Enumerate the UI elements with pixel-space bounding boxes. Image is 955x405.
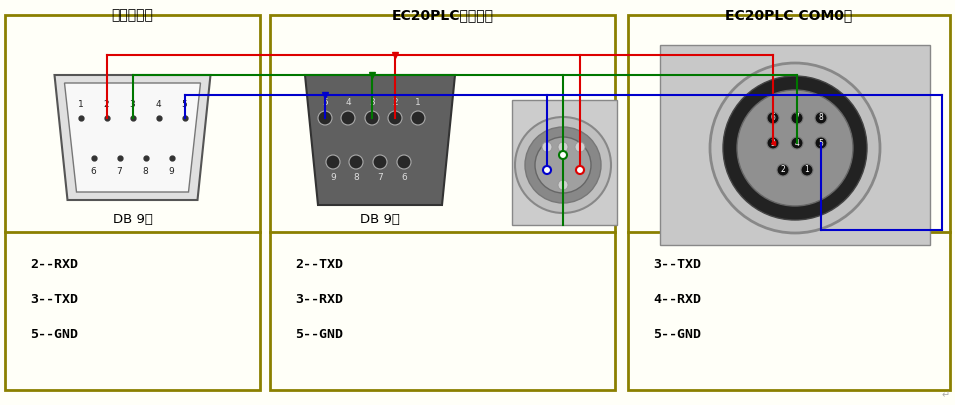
Text: 5--GND: 5--GND [653, 328, 701, 341]
Text: 计算机串口: 计算机串口 [112, 8, 154, 22]
Text: EC20PLC COM0口: EC20PLC COM0口 [726, 8, 853, 22]
Circle shape [397, 155, 411, 169]
Text: 4: 4 [345, 98, 350, 107]
Circle shape [815, 137, 827, 149]
Text: 5: 5 [322, 98, 328, 107]
Text: 7: 7 [795, 113, 799, 122]
Text: 8: 8 [353, 173, 359, 182]
Circle shape [318, 111, 332, 125]
Text: 3--TXD: 3--TXD [30, 293, 78, 306]
Text: 3: 3 [771, 139, 775, 147]
Text: 6: 6 [771, 113, 775, 122]
Text: 4: 4 [795, 139, 799, 147]
Text: EC20PLC编程线缆: EC20PLC编程线缆 [392, 8, 494, 22]
Polygon shape [54, 75, 210, 200]
Circle shape [542, 142, 552, 152]
Text: 3--TXD: 3--TXD [653, 258, 701, 271]
Text: 5--GND: 5--GND [295, 328, 343, 341]
Text: 4--RXD: 4--RXD [653, 293, 701, 306]
Circle shape [341, 111, 355, 125]
Bar [660, 45, 930, 245]
Text: DB 9针: DB 9针 [113, 213, 153, 226]
Text: 6: 6 [401, 173, 407, 182]
Bar [270, 15, 615, 390]
Text: 3: 3 [370, 98, 375, 107]
Bar [628, 15, 950, 390]
Circle shape [575, 165, 585, 175]
Circle shape [710, 63, 880, 233]
Text: 4: 4 [156, 100, 161, 109]
Text: 7: 7 [377, 173, 383, 182]
Text: 2: 2 [104, 100, 109, 109]
Circle shape [791, 137, 803, 149]
Text: 5: 5 [818, 139, 823, 147]
Text: DB 9孔: DB 9孔 [360, 213, 400, 226]
Text: 2: 2 [393, 98, 398, 107]
Circle shape [388, 111, 402, 125]
Circle shape [542, 165, 552, 175]
Circle shape [411, 111, 425, 125]
Circle shape [365, 111, 379, 125]
Circle shape [559, 151, 567, 159]
Circle shape [349, 155, 363, 169]
Text: 9: 9 [330, 173, 336, 182]
Text: 1: 1 [77, 100, 83, 109]
Text: ↵: ↵ [942, 390, 950, 400]
Circle shape [767, 137, 779, 149]
Text: 3: 3 [130, 100, 136, 109]
Text: 8: 8 [818, 113, 823, 122]
Polygon shape [65, 83, 201, 192]
Text: 6: 6 [91, 167, 96, 176]
Circle shape [777, 164, 789, 176]
Text: 8: 8 [142, 167, 148, 176]
Circle shape [791, 112, 803, 124]
Text: 1: 1 [805, 166, 810, 175]
Circle shape [558, 142, 568, 152]
Circle shape [558, 180, 568, 190]
Circle shape [326, 155, 340, 169]
Text: 7: 7 [117, 167, 122, 176]
Circle shape [801, 164, 813, 176]
Text: 2--RXD: 2--RXD [30, 258, 78, 271]
Text: 5--GND: 5--GND [30, 328, 78, 341]
Circle shape [576, 166, 584, 174]
Circle shape [543, 166, 551, 174]
Polygon shape [305, 75, 455, 205]
Circle shape [815, 112, 827, 124]
Circle shape [373, 155, 387, 169]
Bar [5, 15, 260, 390]
Circle shape [575, 142, 585, 152]
Text: 1: 1 [415, 98, 421, 107]
Text: 2--TXD: 2--TXD [295, 258, 343, 271]
Circle shape [737, 90, 853, 206]
Bar [512, 100, 617, 225]
Circle shape [535, 137, 591, 193]
Text: 3--RXD: 3--RXD [295, 293, 343, 306]
Circle shape [525, 127, 601, 203]
Text: 2: 2 [780, 166, 785, 175]
Circle shape [723, 76, 867, 220]
Circle shape [767, 112, 779, 124]
Text: 9: 9 [169, 167, 175, 176]
Text: 5: 5 [181, 100, 187, 109]
Circle shape [515, 117, 611, 213]
